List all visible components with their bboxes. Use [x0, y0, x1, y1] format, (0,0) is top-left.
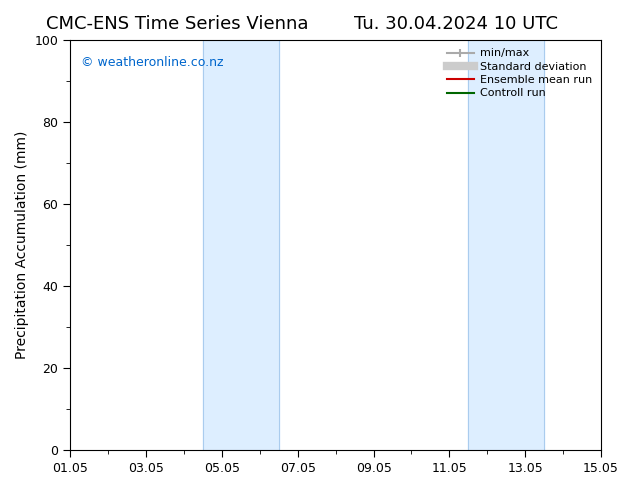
Legend: min/max, Standard deviation, Ensemble mean run, Controll run: min/max, Standard deviation, Ensemble me… — [443, 45, 595, 102]
Bar — [203, 40, 279, 450]
Y-axis label: Precipitation Accumulation (mm): Precipitation Accumulation (mm) — [15, 131, 29, 359]
Text: Tu. 30.04.2024 10 UTC: Tu. 30.04.2024 10 UTC — [354, 15, 559, 33]
Bar — [469, 40, 544, 450]
Text: © weatheronline.co.nz: © weatheronline.co.nz — [81, 56, 223, 69]
Text: CMC-ENS Time Series Vienna: CMC-ENS Time Series Vienna — [46, 15, 309, 33]
